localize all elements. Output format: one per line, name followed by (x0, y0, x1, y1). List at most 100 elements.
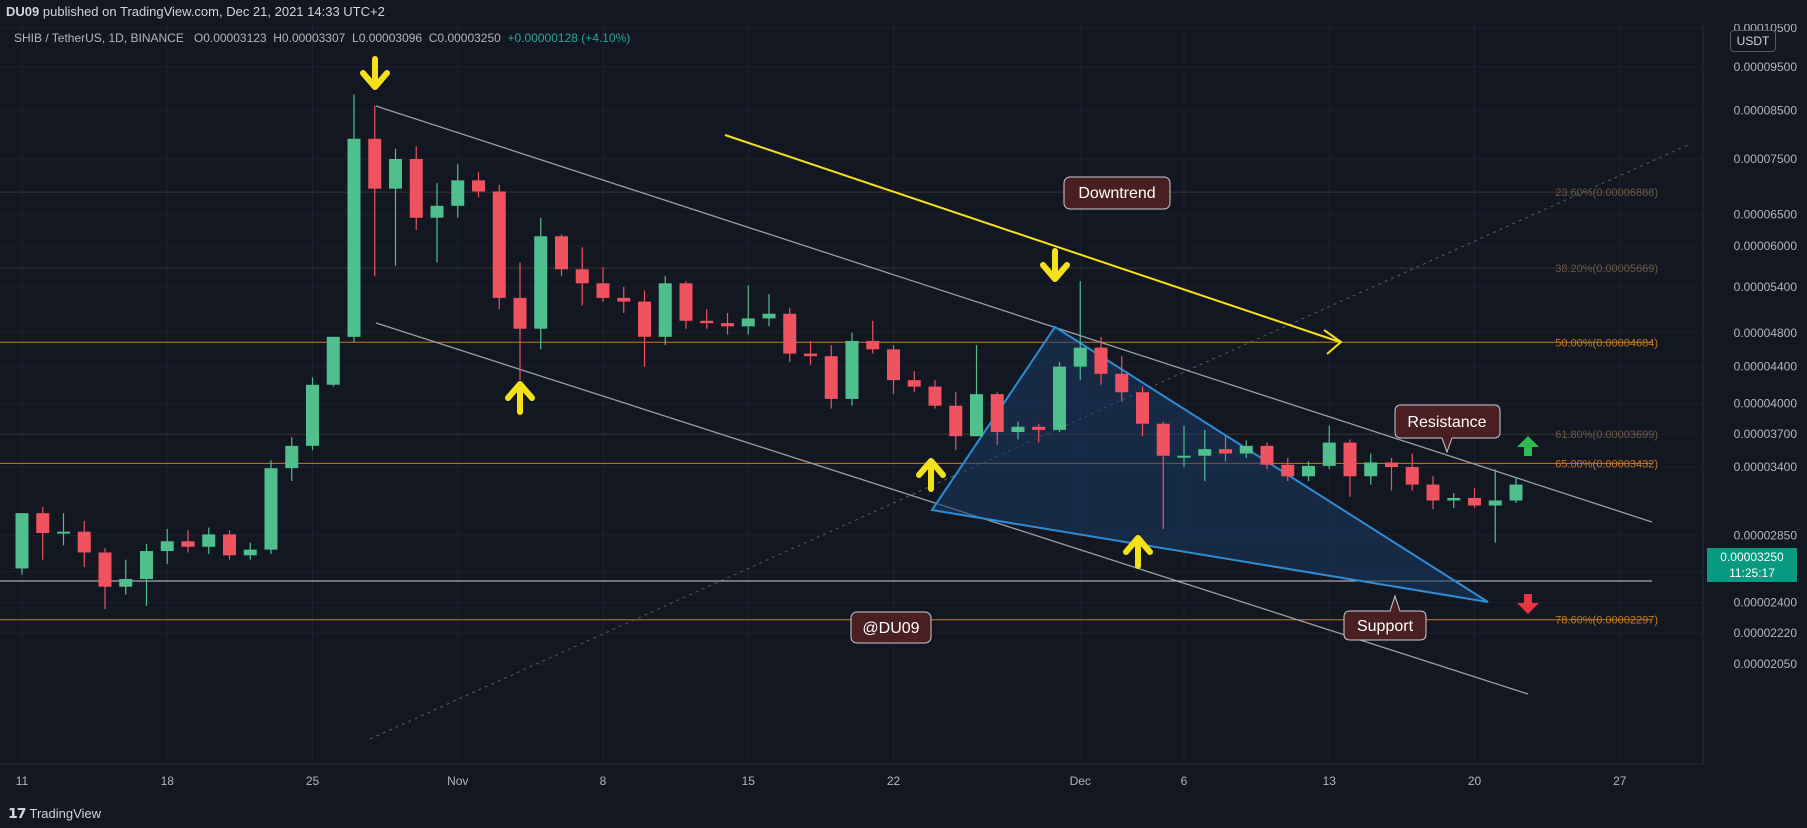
candle (430, 183, 444, 263)
candle (1426, 476, 1440, 510)
candle (845, 332, 859, 406)
time-axis-label: 18 (161, 774, 175, 788)
candle (326, 336, 340, 387)
downtrend-arrow-line[interactable] (724, 134, 1341, 343)
support-label[interactable]: Support (1343, 594, 1427, 641)
candle (368, 105, 382, 277)
candle (492, 184, 506, 310)
channel-upper-line[interactable] (375, 105, 1653, 523)
candle (181, 530, 195, 553)
price-chart[interactable]: 23.60%(0.00006888) 38.20%(0.00005669) 50.0… (0, 24, 1807, 798)
currency-badge[interactable]: USDT (1730, 30, 1776, 52)
candle (534, 217, 548, 350)
time-axis-label: 22 (887, 774, 901, 788)
watermark-label: @DU09 (850, 611, 932, 644)
candle-body (451, 180, 465, 206)
candle-body (887, 349, 900, 381)
green-up-arrow-icon (1517, 436, 1539, 456)
candle-body (202, 534, 216, 547)
legend-high: H0.00003307 (273, 31, 346, 45)
candle (783, 307, 797, 363)
candle-body (679, 283, 693, 321)
candle (1468, 488, 1481, 509)
candle-body (762, 313, 776, 319)
price-axis-label: 0.00009500 (1734, 60, 1798, 74)
candle (264, 460, 278, 554)
candle (1136, 386, 1149, 437)
fib-level-label: 23.60%(0.00006888) (1555, 187, 1658, 199)
candle (1115, 356, 1129, 402)
candle-body (1322, 442, 1336, 466)
price-axis-label: 0.00002850 (1734, 529, 1798, 543)
candle-body (223, 534, 236, 556)
fib-level-label: 61.80%(0.00003699) (1555, 429, 1658, 441)
price-axis-label: 0.00006500 (1734, 208, 1798, 222)
time-axis-label: Nov (447, 774, 468, 788)
price-axis-label: 0.00002220 (1734, 626, 1798, 640)
candle-body (555, 236, 568, 270)
candle (36, 506, 50, 560)
candle (1156, 421, 1170, 529)
candle (804, 340, 817, 365)
candle (1032, 423, 1046, 443)
time-axis-label: 20 (1468, 774, 1482, 788)
candle (1322, 425, 1336, 470)
candle-body (1115, 373, 1129, 393)
up-arrow-icon (1123, 535, 1153, 569)
candle (990, 392, 1004, 445)
downtrend-label[interactable]: Downtrend (1063, 176, 1171, 210)
candle-body (534, 236, 548, 329)
candle (389, 148, 402, 266)
price-axis-label: 0.00002050 (1734, 657, 1798, 671)
time-axis-label: 27 (1613, 774, 1627, 788)
candle (555, 234, 568, 277)
candle-body (1032, 426, 1046, 430)
candle (1509, 477, 1523, 503)
candle-countdown: 11:25:17 (1729, 566, 1775, 580)
legend-open: O0.00003123 (193, 31, 267, 45)
downtrend-text: Downtrend (1078, 185, 1155, 202)
tradingview-logo[interactable]: 𝟭𝟳 TradingView (8, 805, 101, 822)
candle-body (389, 159, 402, 189)
time-axis-label: 6 (1181, 774, 1188, 788)
candle (762, 294, 776, 327)
candle (721, 312, 734, 335)
price-axis-label: 0.00007500 (1734, 152, 1798, 166)
candle-body (77, 531, 91, 553)
candle (1302, 461, 1315, 482)
price-axis-label: 0.00006000 (1734, 239, 1798, 253)
last-price-value: 0.00003250 (1720, 550, 1784, 564)
candle-body (907, 380, 921, 387)
candle (15, 513, 29, 575)
candle-body (57, 531, 70, 534)
candle-body (1343, 442, 1357, 477)
candle (928, 380, 942, 409)
fib-level-label: 50.00%(0.00004684) (1555, 337, 1658, 349)
candle (596, 267, 610, 302)
candle-body (1094, 347, 1108, 374)
resistance-label[interactable]: Resistance (1394, 404, 1501, 454)
symbol-legend: SHIB / TetherUS, 1D, BINANCE O0.00003123… (14, 31, 630, 45)
footer-bar (0, 798, 1807, 828)
candle (1385, 457, 1398, 491)
candle (638, 290, 651, 367)
time-axis-label: 15 (742, 774, 756, 788)
time-axis[interactable]: 11 18 25 Nov 8 15 22 Dec 6 13 20 27 (16, 774, 1627, 788)
candle-body (824, 356, 838, 399)
time-axis-label: 25 (306, 774, 320, 788)
price-axis-label: 0.00005400 (1734, 280, 1798, 294)
watermark-text: @DU09 (862, 620, 919, 637)
candle (907, 371, 921, 393)
time-axis-label: 13 (1323, 774, 1337, 788)
candle-body (140, 551, 153, 580)
candle-body (285, 445, 299, 469)
symbol-name: SHIB / TetherUS, 1D, BINANCE (14, 31, 184, 45)
candle (409, 146, 423, 230)
candle (679, 281, 693, 329)
candle (1364, 453, 1378, 485)
candle-body (1136, 392, 1149, 424)
candle (1073, 281, 1087, 381)
publisher-name: DU09 (6, 4, 40, 19)
candle-body (700, 320, 714, 324)
fib-level-label: 65.00%(0.00003432) (1555, 458, 1658, 470)
